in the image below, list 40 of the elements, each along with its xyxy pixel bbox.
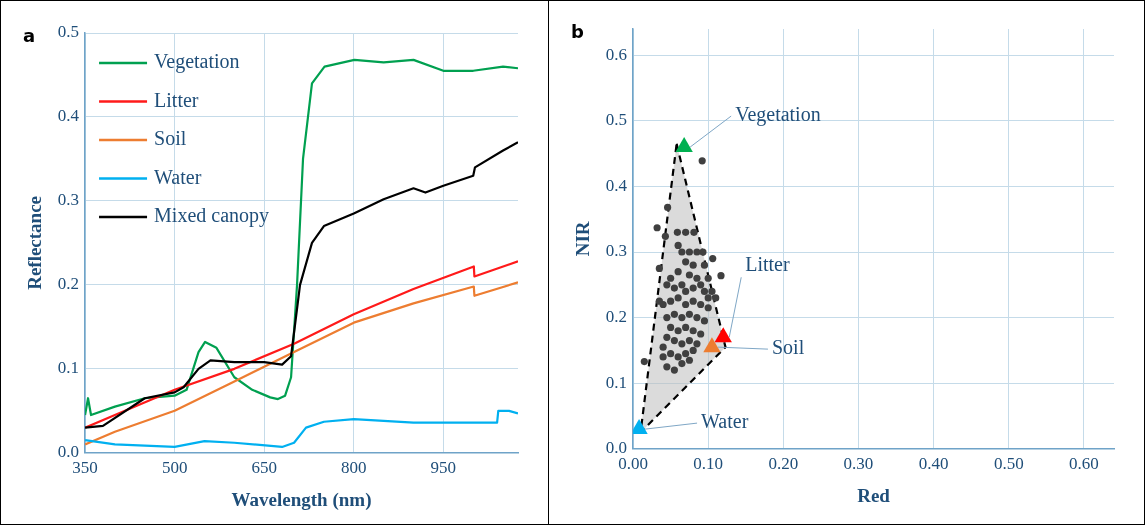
y-tick-label: 0.4	[605, 175, 628, 195]
y-tick-label: 0.6	[605, 44, 628, 64]
point	[675, 137, 693, 153]
y-tick-label: 0.2	[605, 307, 628, 327]
y-tick-label: 0.1	[605, 372, 628, 392]
y-tick-label: 0.3	[57, 190, 80, 210]
x-tick-label: 0.30	[843, 454, 874, 474]
x-tick-label: 0.10	[693, 454, 724, 474]
y-tick-label: 0.4	[57, 106, 80, 126]
x-tick-label: 0.40	[918, 454, 949, 474]
point	[714, 327, 732, 343]
y-axis-title: NIR	[572, 221, 594, 257]
x-axis-title: Wavelength (nm)	[231, 488, 372, 511]
x-tick-label: 650	[251, 458, 277, 478]
y-tick-label: 0.5	[605, 110, 628, 130]
annotation: Soil	[771, 336, 805, 359]
annotation: Water	[701, 410, 749, 433]
annotation: Vegetation	[735, 103, 821, 127]
legend-label: Mixed canopy	[154, 204, 270, 228]
x-axis-title: Red	[857, 484, 891, 506]
point	[633, 419, 648, 435]
point	[703, 337, 721, 353]
legend-label: Water	[154, 165, 202, 188]
legend-label: Vegetation	[154, 50, 240, 74]
x-tick-label: 950	[430, 458, 457, 478]
y-tick-label: 0.5	[57, 22, 80, 42]
x-tick-label: 800	[341, 458, 367, 478]
text: b	[571, 20, 584, 42]
x-tick-label: 500	[161, 458, 188, 478]
y-tick-label: 0.1	[57, 358, 80, 378]
x-tick-label: 0.50	[993, 454, 1024, 474]
text: a	[23, 24, 36, 46]
legend-label: Soil	[154, 127, 187, 150]
legend-label: Litter	[154, 88, 199, 111]
y-tick-label: 0.2	[57, 274, 80, 294]
x-tick-label: 0.60	[1069, 454, 1099, 474]
annotation: Litter	[745, 252, 790, 275]
x-tick-label: 0.20	[768, 454, 799, 474]
y-axis-title: Reflectance	[24, 195, 46, 290]
y-tick-label: 0.3	[605, 241, 628, 261]
